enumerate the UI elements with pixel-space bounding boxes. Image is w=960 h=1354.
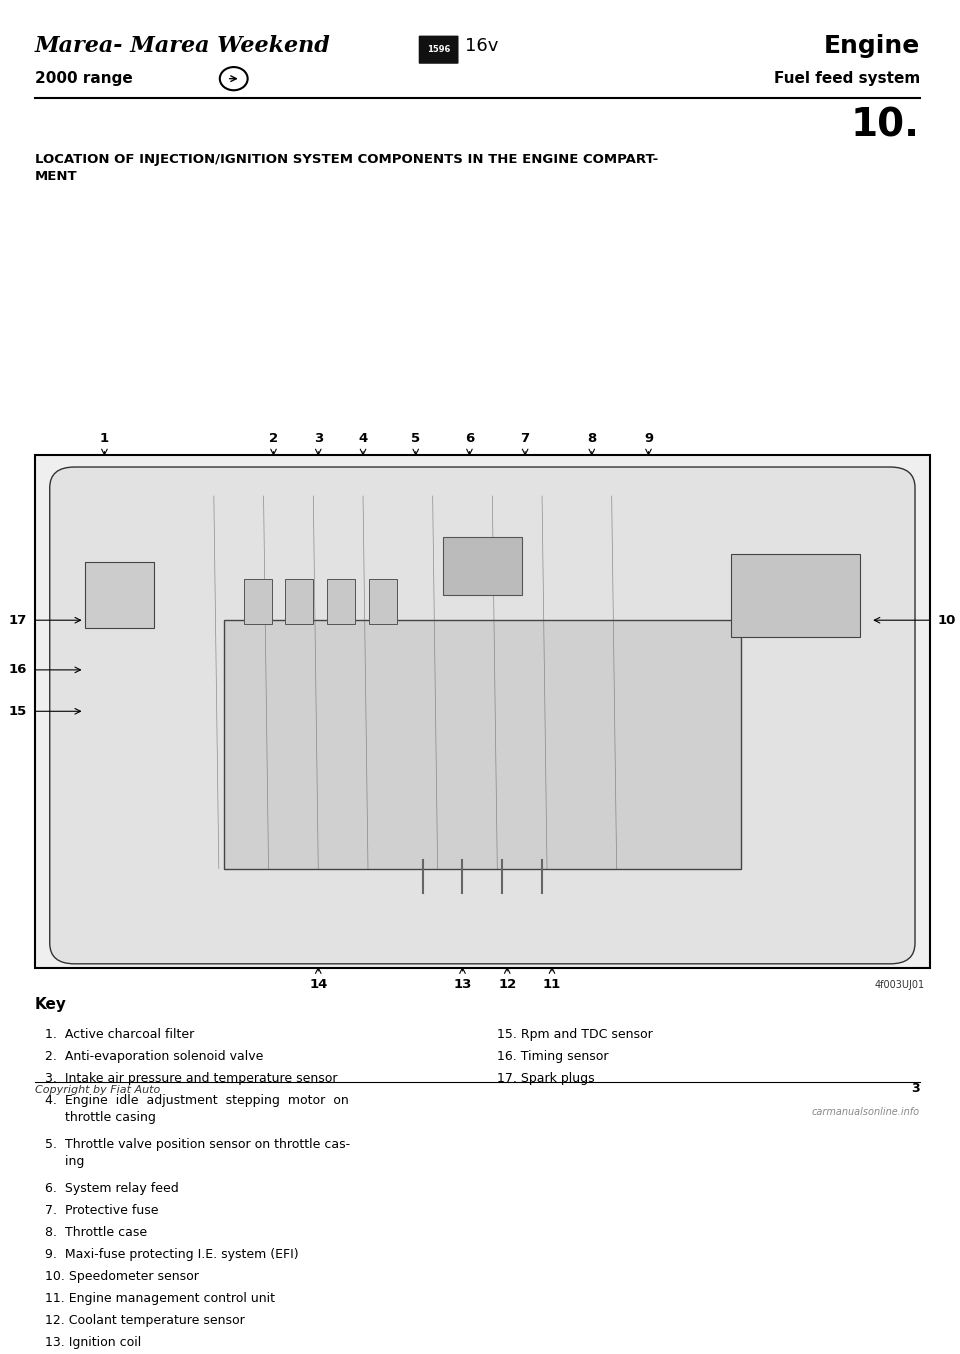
Text: 10.: 10. — [851, 107, 920, 145]
Text: 15. Rpm and TDC sensor: 15. Rpm and TDC sensor — [497, 1029, 653, 1041]
FancyBboxPatch shape — [50, 467, 915, 964]
Text: 4: 4 — [358, 432, 368, 444]
Text: 3: 3 — [911, 1082, 920, 1094]
Text: 5: 5 — [411, 432, 420, 444]
Text: 9: 9 — [644, 432, 653, 444]
Bar — [327, 578, 355, 624]
Text: 6: 6 — [465, 432, 474, 444]
Bar — [84, 562, 155, 628]
Text: 1.  Active charcoal filter: 1. Active charcoal filter — [45, 1029, 194, 1041]
Bar — [244, 578, 272, 624]
Text: Copyright by Fiat Auto: Copyright by Fiat Auto — [35, 1085, 160, 1094]
Text: 10: 10 — [938, 613, 956, 627]
Text: 17: 17 — [9, 613, 27, 627]
Text: 11. Engine management control unit: 11. Engine management control unit — [45, 1292, 275, 1305]
Text: 16. Timing sensor: 16. Timing sensor — [497, 1051, 609, 1063]
Text: 1596: 1596 — [427, 45, 450, 54]
Text: 6.  System relay feed: 6. System relay feed — [45, 1182, 179, 1196]
Text: 12: 12 — [498, 978, 516, 991]
Text: 2000 range: 2000 range — [35, 72, 132, 87]
Text: 2.  Anti-evaporation solenoid valve: 2. Anti-evaporation solenoid valve — [45, 1051, 263, 1063]
Text: 13: 13 — [453, 978, 471, 991]
Bar — [731, 554, 860, 636]
FancyBboxPatch shape — [419, 35, 459, 64]
Text: 17. Spark plugs: 17. Spark plugs — [497, 1072, 595, 1086]
Text: 11: 11 — [542, 978, 561, 991]
Text: Engine: Engine — [824, 34, 920, 57]
Text: 4f003UJ01: 4f003UJ01 — [875, 980, 925, 990]
Bar — [369, 578, 396, 624]
Text: 15: 15 — [9, 705, 27, 718]
Bar — [35, 455, 930, 968]
Text: LOCATION OF INJECTION/IGNITION SYSTEM COMPONENTS IN THE ENGINE COMPART-
MENT: LOCATION OF INJECTION/IGNITION SYSTEM CO… — [35, 153, 658, 183]
Text: 7: 7 — [520, 432, 530, 444]
Text: 9.  Maxi-fuse protecting I.E. system (EFI): 9. Maxi-fuse protecting I.E. system (EFI… — [45, 1248, 299, 1261]
Text: 8.  Throttle case: 8. Throttle case — [45, 1225, 147, 1239]
Bar — [224, 620, 741, 869]
Bar — [443, 538, 522, 596]
Text: Marea- Marea Weekend: Marea- Marea Weekend — [35, 35, 330, 57]
Text: 13. Ignition coil: 13. Ignition coil — [45, 1335, 141, 1349]
Text: Key: Key — [35, 997, 66, 1011]
Text: 7.  Protective fuse: 7. Protective fuse — [45, 1204, 158, 1217]
Text: carmanualsonline.info: carmanualsonline.info — [812, 1108, 920, 1117]
Text: 5.  Throttle valve position sensor on throttle cas-
     ing: 5. Throttle valve position sensor on thr… — [45, 1139, 349, 1167]
Text: 10. Speedometer sensor: 10. Speedometer sensor — [45, 1270, 199, 1282]
Text: 3: 3 — [314, 432, 323, 444]
Bar — [285, 578, 313, 624]
Text: 16: 16 — [9, 663, 27, 677]
Text: 12. Coolant temperature sensor: 12. Coolant temperature sensor — [45, 1313, 245, 1327]
Text: 2: 2 — [269, 432, 278, 444]
Text: 14: 14 — [309, 978, 327, 991]
Text: Fuel feed system: Fuel feed system — [774, 72, 920, 87]
Text: 8: 8 — [588, 432, 596, 444]
Text: 16v: 16v — [466, 37, 499, 54]
Text: 1: 1 — [100, 432, 109, 444]
Text: 4.  Engine  idle  adjustment  stepping  motor  on
     throttle casing: 4. Engine idle adjustment stepping motor… — [45, 1094, 348, 1124]
Text: 3.  Intake air pressure and temperature sensor: 3. Intake air pressure and temperature s… — [45, 1072, 337, 1086]
